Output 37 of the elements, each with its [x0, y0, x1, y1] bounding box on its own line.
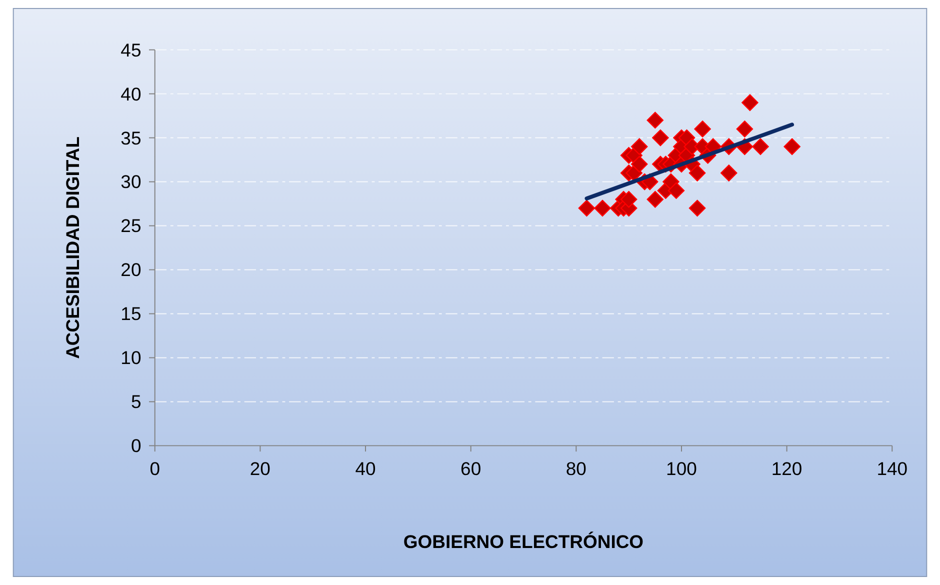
y-tick-label: 20: [120, 259, 142, 280]
point: [594, 200, 611, 217]
x-tick-label: 80: [566, 458, 586, 479]
x-axis-title: GOBIERNO ELECTRÓNICO: [403, 530, 644, 552]
y-tick-label: 30: [120, 171, 142, 192]
x-tick-label: 100: [666, 458, 697, 479]
point: [742, 94, 758, 111]
point: [694, 120, 711, 138]
x-tick-label: 140: [876, 458, 908, 479]
y-tick-label: 15: [120, 303, 142, 324]
y-tick-label: 0: [130, 435, 142, 456]
point: [720, 164, 738, 182]
y-tick-label: 40: [120, 83, 142, 104]
point: [784, 138, 800, 155]
y-tick-label: 5: [130, 391, 142, 412]
point: [630, 138, 648, 155]
y-axis-title: ACCESIBILIDAD DIGITAL: [62, 136, 83, 359]
y-tick-label: 25: [120, 215, 142, 236]
point: [688, 164, 706, 182]
x-tick-label: 60: [460, 458, 482, 479]
point: [578, 200, 596, 217]
point: [736, 120, 754, 138]
point: [652, 129, 669, 146]
x-tick-label: 0: [150, 458, 160, 479]
y-tick-label: 10: [120, 347, 142, 368]
x-tick-label: 40: [355, 458, 376, 479]
point: [688, 200, 706, 217]
point: [646, 112, 664, 129]
point: [620, 191, 638, 208]
point: [752, 138, 769, 155]
x-tick-label: 120: [771, 458, 802, 479]
x-tick-label: 20: [250, 458, 270, 479]
point: [668, 182, 685, 199]
point: [646, 191, 664, 208]
point: [630, 156, 648, 173]
y-tick-label: 45: [120, 39, 142, 60]
y-tick-label: 35: [120, 127, 142, 148]
